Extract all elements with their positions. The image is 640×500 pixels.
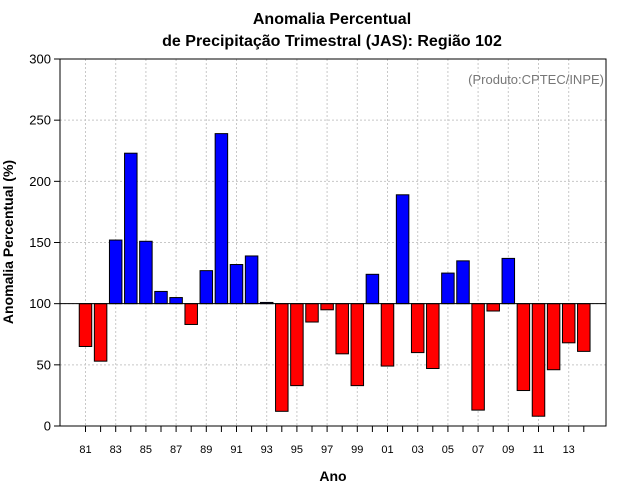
bar-84 <box>124 152 138 305</box>
bar-06 <box>456 260 470 305</box>
bar-87 <box>169 297 183 305</box>
y-tick-label: 100 <box>29 296 51 311</box>
x-tick-label: 01 <box>381 444 393 456</box>
bar-07 <box>471 303 485 411</box>
x-tick-label: 85 <box>140 444 152 456</box>
bar-97 <box>320 303 334 311</box>
x-tick-label: 81 <box>79 444 91 456</box>
y-tick-label: 200 <box>29 174 51 189</box>
x-axis-ticks: 81 83 85 87 89 91 93 95 97 99 01 03 05 07 09 11 13 <box>79 426 585 456</box>
bar-04 <box>426 303 440 370</box>
x-tick-label: 99 <box>351 444 363 456</box>
bar-83 <box>108 239 123 305</box>
bar-82 <box>93 303 108 362</box>
bar-series <box>78 133 591 417</box>
bar-09 <box>501 257 516 305</box>
chart-title-line-1: Anomalia Percentual <box>253 11 411 28</box>
bar-88 <box>184 303 198 325</box>
y-tick-label: 0 <box>44 419 51 434</box>
credit-label: (Produto:CPTEC/INPE) <box>468 72 604 87</box>
y-tick-label: 50 <box>37 357 51 372</box>
x-axis-label: Ano <box>319 468 346 484</box>
x-tick-label: 95 <box>291 444 303 456</box>
y-tick-label: 150 <box>29 235 51 250</box>
grid-lines <box>60 59 606 426</box>
bar-02 <box>395 194 410 305</box>
bar-90 <box>214 133 229 305</box>
bar-13 <box>561 303 576 344</box>
bar-00 <box>365 273 380 305</box>
chart-title-line-2: de Precipitação Trimestral (JAS): Região… <box>162 33 502 50</box>
bar-86 <box>154 290 168 305</box>
bar-03 <box>410 303 425 354</box>
bar-91 <box>229 264 244 305</box>
y-tick-label: 300 <box>29 52 51 67</box>
bar-01 <box>380 303 395 367</box>
x-tick-label: 87 <box>170 444 182 456</box>
bar-85 <box>139 240 153 305</box>
x-tick-label: 97 <box>321 444 333 456</box>
bar-05 <box>441 272 455 305</box>
x-tick-label: 89 <box>200 444 212 456</box>
bar-81 <box>78 303 93 347</box>
x-tick-label: 93 <box>261 444 273 456</box>
bar-92 <box>244 255 259 305</box>
bar-11 <box>531 303 546 417</box>
x-tick-label: 83 <box>110 444 122 456</box>
x-tick-label: 13 <box>563 444 575 456</box>
bar-08 <box>486 303 500 312</box>
bar-10 <box>516 303 531 392</box>
bar-12 <box>546 303 561 371</box>
y-axis-ticks: 0 50 100 150 200 250 300 <box>29 52 60 434</box>
y-tick-label: 250 <box>29 113 51 128</box>
x-tick-label: 91 <box>230 444 242 456</box>
bar-98 <box>335 303 349 355</box>
x-tick-label: 05 <box>442 444 454 456</box>
x-tick-label: 03 <box>412 444 424 456</box>
bar-95 <box>290 303 304 387</box>
bar-96 <box>305 303 319 323</box>
bar-14 <box>577 303 591 352</box>
bar-89 <box>199 270 214 305</box>
bar-94 <box>275 303 289 412</box>
y-axis-label: Anomalia Percentual (%) <box>0 160 16 324</box>
x-tick-label: 07 <box>472 444 484 456</box>
x-tick-label: 09 <box>502 444 514 456</box>
x-tick-label: 11 <box>533 444 544 456</box>
bar-99 <box>350 303 365 387</box>
